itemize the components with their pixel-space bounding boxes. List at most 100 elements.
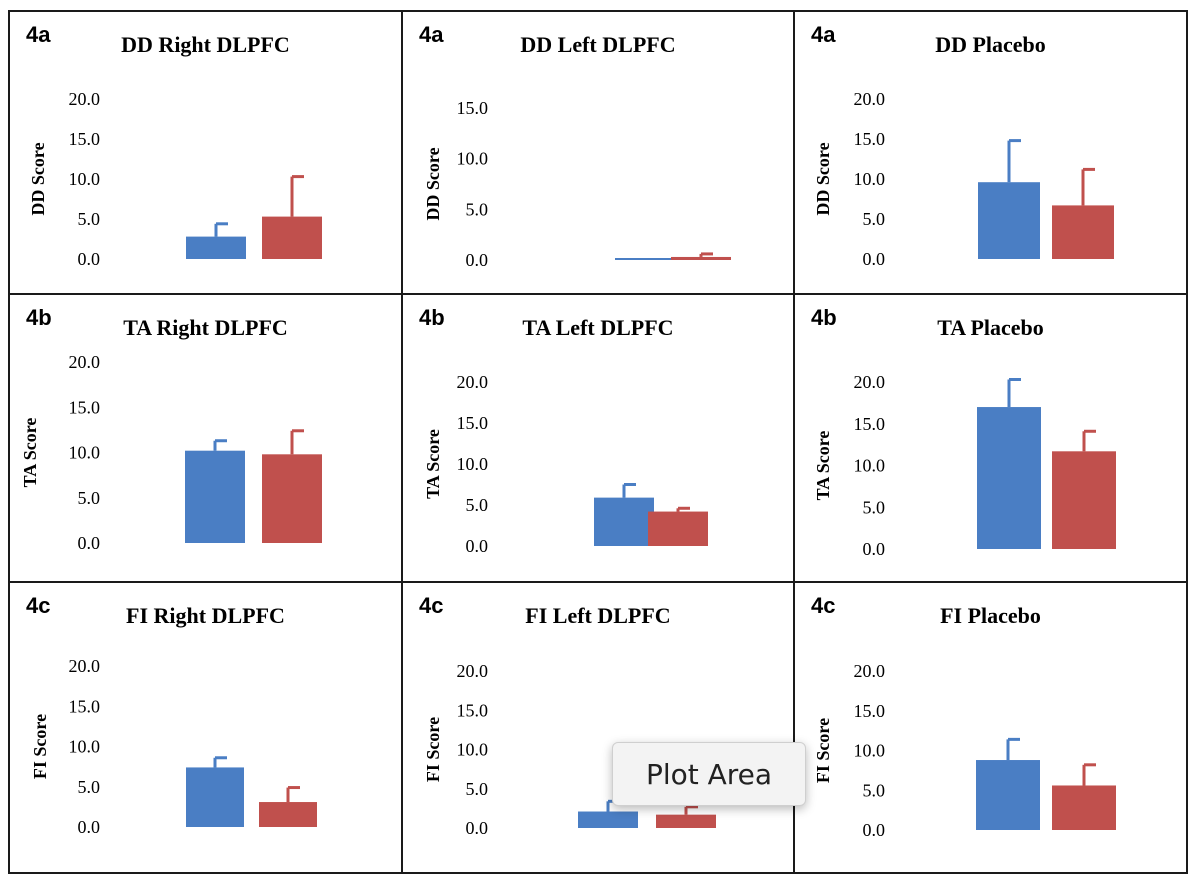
chart-title: DD Right DLPFC	[121, 32, 290, 57]
y-axis-label: FI Score	[30, 714, 50, 779]
y-tick-label: 15.0	[457, 413, 489, 433]
panel-label: 4c	[811, 593, 836, 618]
bar	[259, 802, 317, 827]
bar	[671, 256, 731, 260]
y-axis-label: FI Score	[423, 717, 443, 782]
y-tick-label: 5.0	[466, 199, 489, 219]
y-tick-label: 20.0	[69, 89, 101, 109]
y-tick-label: 5.0	[78, 777, 101, 797]
y-axis-label: DD Score	[423, 147, 443, 220]
panel-label: 4a	[26, 22, 51, 47]
y-tick-label: 15.0	[457, 98, 489, 118]
y-tick-label: 5.0	[863, 780, 886, 800]
y-tick-label: 10.0	[69, 443, 101, 463]
y-tick-label: 15.0	[854, 414, 886, 434]
y-tick-label: 15.0	[69, 397, 101, 417]
panel-label: 4b	[26, 305, 52, 330]
chart-svg: DD Placebo DD Score 0.0 5.0 10.0 15.0 20.0	[813, 32, 1114, 269]
bar	[648, 511, 708, 546]
y-tick-label: 10.0	[854, 169, 886, 189]
bar	[186, 236, 246, 259]
chart-title: FI Placebo	[940, 603, 1041, 628]
bar	[594, 497, 654, 546]
y-tick-label: 5.0	[863, 497, 886, 517]
bar	[656, 814, 716, 828]
y-axis-label: DD Score	[813, 142, 833, 215]
y-tick-label: 15.0	[69, 696, 101, 716]
y-axis-label: FI Score	[813, 718, 833, 783]
chart-panel[interactable]: 4a DD Left DLPFC DD Score 0.0 5.0 10.0 15.0	[401, 10, 795, 295]
panel-label: 4c	[26, 593, 51, 618]
y-tick-label: 0.0	[78, 249, 101, 269]
y-tick-label: 0.0	[863, 249, 886, 269]
y-tick-label: 10.0	[854, 456, 886, 476]
y-tick-label: 0.0	[466, 536, 489, 556]
chart-svg: TA Left DLPFC TA Score 0.0 5.0 10.0 15.0 20.0	[423, 315, 708, 556]
chart-title: DD Left DLPFC	[520, 32, 675, 57]
bar	[977, 407, 1041, 549]
bar	[186, 767, 244, 827]
bar	[578, 811, 638, 828]
y-tick-label: 15.0	[457, 700, 489, 720]
y-axis-label: DD Score	[28, 142, 48, 215]
y-tick-label: 10.0	[69, 737, 101, 757]
chart-panel[interactable]: 4c FI Right DLPFC FI Score 0.0 5.0 10.0 15.0 20…	[8, 581, 403, 874]
panel-label: 4b	[811, 305, 837, 330]
y-tick-label: 15.0	[69, 129, 101, 149]
bar	[1052, 451, 1116, 549]
chart-title: FI Right DLPFC	[126, 603, 285, 628]
chart-title: TA Placebo	[937, 315, 1044, 340]
y-tick-label: 15.0	[854, 129, 886, 149]
plot-area-tooltip: Plot Area	[612, 742, 806, 806]
bar	[976, 760, 1040, 830]
y-axis-label: TA Score	[423, 429, 443, 499]
chart-svg: TA Placebo TA Score 0.0 5.0 10.0 15.0 20.0	[813, 315, 1116, 559]
y-tick-label: 0.0	[863, 539, 886, 559]
y-tick-label: 5.0	[466, 779, 489, 799]
bar	[262, 454, 322, 543]
chart-svg: FI Left DLPFC FI Score 0.0 5.0 10.0 15.0 20.0	[423, 603, 716, 838]
y-axis-label: TA Score	[813, 431, 833, 501]
y-tick-label: 10.0	[457, 454, 489, 474]
chart-panel[interactable]: 4b TA Placebo TA Score 0.0 5.0 10.0 15.0 20.0	[793, 293, 1188, 583]
y-tick-label: 20.0	[854, 372, 886, 392]
chart-svg: DD Left DLPFC DD Score 0.0 5.0 10.0 15.0	[423, 32, 731, 270]
bar	[185, 450, 245, 543]
y-tick-label: 0.0	[466, 250, 489, 270]
bar	[978, 182, 1040, 259]
chart-panel[interactable]: 4c FI Left DLPFC FI Score 0.0 5.0 10.0 15.0 20.…	[401, 581, 795, 874]
chart-title: DD Placebo	[935, 32, 1046, 57]
y-tick-label: 10.0	[457, 740, 489, 760]
y-tick-label: 10.0	[457, 149, 489, 169]
y-tick-label: 20.0	[457, 661, 489, 681]
y-tick-label: 20.0	[69, 352, 101, 372]
chart-svg: FI Placebo FI Score 0.0 5.0 10.0 15.0 20.0	[813, 603, 1116, 840]
y-tick-label: 20.0	[69, 656, 101, 676]
chart-svg: TA Right DLPFC TA Score 0.0 5.0 10.0 15.0 20.0	[20, 315, 322, 553]
chart-panel[interactable]: 4b TA Right DLPFC TA Score 0.0 5.0 10.0 15.0 20…	[8, 293, 403, 583]
y-tick-label: 5.0	[78, 209, 101, 229]
chart-panel[interactable]: 4b TA Left DLPFC TA Score 0.0 5.0 10.0 15.0 20.…	[401, 293, 795, 583]
y-tick-label: 5.0	[466, 495, 489, 515]
chart-panel[interactable]: 4a DD Placebo DD Score 0.0 5.0 10.0 15.0 20.0	[793, 10, 1188, 295]
y-tick-label: 0.0	[863, 820, 886, 840]
bar	[1052, 205, 1114, 259]
panel-label: 4b	[419, 305, 445, 330]
y-tick-label: 20.0	[457, 372, 489, 392]
bar	[262, 216, 322, 259]
y-tick-label: 5.0	[78, 488, 101, 508]
y-tick-label: 10.0	[854, 741, 886, 761]
panel-label: 4a	[419, 22, 444, 47]
panel-label: 4a	[811, 22, 836, 47]
chart-panel[interactable]: 4c FI Placebo FI Score 0.0 5.0 10.0 15.0 20.0	[793, 581, 1188, 874]
chart-title: FI Left DLPFC	[525, 603, 670, 628]
bar	[1052, 785, 1116, 830]
y-tick-label: 15.0	[854, 701, 886, 721]
y-axis-label: TA Score	[20, 418, 40, 488]
chart-panel[interactable]: 4a DD Right DLPFC DD Score 0.0 5.0 10.0 15.0 20…	[8, 10, 403, 295]
y-tick-label: 0.0	[78, 817, 101, 837]
bar	[615, 258, 675, 260]
panel-label: 4c	[419, 593, 444, 618]
y-tick-label: 20.0	[854, 89, 886, 109]
